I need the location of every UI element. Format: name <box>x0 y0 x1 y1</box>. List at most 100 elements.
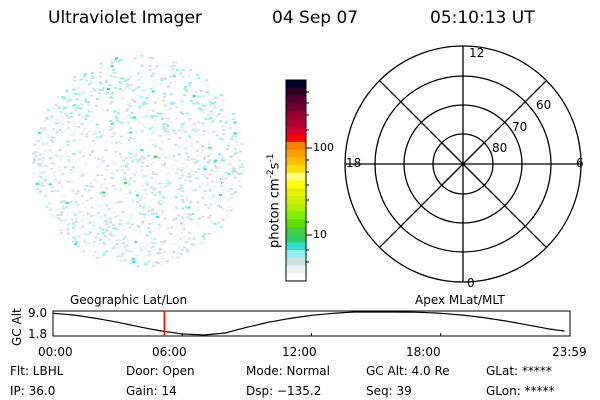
image-pixel <box>163 251 167 254</box>
image-pixel <box>180 123 184 126</box>
image-pixel <box>94 129 98 132</box>
image-pixel <box>201 197 205 200</box>
image-pixel <box>139 204 142 207</box>
image-pixel <box>135 259 138 262</box>
image-pixel <box>85 185 89 187</box>
image-pixel <box>101 232 105 235</box>
image-pixel <box>202 196 205 198</box>
image-pixel <box>48 183 52 186</box>
image-pixel <box>188 175 192 178</box>
image-pixel <box>185 205 189 208</box>
image-pixel <box>140 64 144 67</box>
image-pixel <box>150 74 153 77</box>
image-pixel <box>154 101 157 104</box>
image-pixel <box>202 108 206 111</box>
inner-diagonal <box>441 142 485 186</box>
image-pixel <box>80 133 84 136</box>
image-pixel <box>181 75 185 78</box>
image-pixel <box>161 117 164 120</box>
image-pixel <box>202 130 206 133</box>
image-pixel <box>162 96 166 99</box>
image-pixel <box>89 214 93 217</box>
image-pixel <box>220 138 224 141</box>
image-pixel <box>46 136 50 139</box>
image-pixel <box>206 161 210 164</box>
image-pixel <box>85 199 89 202</box>
image-pixel <box>45 177 49 180</box>
image-pixel <box>48 149 52 152</box>
image-pixel <box>118 223 122 226</box>
image-pixel <box>158 147 162 150</box>
image-pixel <box>160 212 164 215</box>
image-pixel <box>149 186 153 189</box>
image-pixel <box>213 101 217 104</box>
image-pixel <box>215 224 219 227</box>
image-pixel <box>59 219 62 221</box>
image-pixel <box>139 76 143 78</box>
image-pixel <box>162 99 166 102</box>
image-pixel <box>122 89 125 92</box>
image-pixel <box>161 123 165 126</box>
image-pixel <box>126 83 130 86</box>
image-pixel <box>163 130 167 133</box>
image-pixel <box>80 174 84 177</box>
image-pixel <box>78 138 82 141</box>
image-pixel <box>157 156 161 159</box>
image-pixel <box>211 112 215 115</box>
image-pixel <box>93 132 97 135</box>
colorbar-band <box>286 149 306 158</box>
image-pixel <box>134 87 138 90</box>
image-pixel <box>140 129 144 132</box>
image-pixel <box>125 186 129 189</box>
image-pixel <box>231 131 235 134</box>
image-pixel <box>237 180 241 183</box>
image-pixel <box>152 117 156 120</box>
image-pixel <box>201 134 205 137</box>
image-pixel <box>131 158 135 161</box>
image-pixel <box>156 252 160 255</box>
image-pixel <box>72 153 76 156</box>
image-pixel <box>165 173 169 176</box>
lat-60-label: 60 <box>536 98 552 112</box>
image-pixel <box>154 119 158 122</box>
image-pixel <box>178 177 182 180</box>
image-pixel <box>237 173 241 175</box>
image-pixel <box>218 205 222 208</box>
image-pixel <box>180 98 184 101</box>
image-pixel <box>107 225 111 228</box>
image-pixel <box>105 74 109 76</box>
image-pixel <box>109 119 113 122</box>
image-pixel <box>128 156 132 159</box>
image-pixel <box>124 82 127 85</box>
image-pixel <box>52 136 56 139</box>
image-pixel <box>217 152 221 155</box>
image-pixel <box>182 225 186 228</box>
image-pixel <box>153 129 157 132</box>
image-pixel <box>172 243 176 246</box>
image-pixel <box>41 153 45 156</box>
image-pixel <box>129 262 133 265</box>
image-pixel <box>40 136 43 139</box>
image-pixel <box>73 79 77 82</box>
image-pixel <box>112 69 116 71</box>
image-pixel <box>174 234 178 237</box>
image-pixel <box>33 160 37 163</box>
image-pixel <box>133 180 137 183</box>
image-pixel <box>196 201 200 204</box>
image-pixel <box>56 95 60 98</box>
image-pixel <box>165 260 169 263</box>
image-pixel <box>197 168 201 170</box>
image-pixel <box>152 131 156 134</box>
image-pixel <box>95 123 99 126</box>
image-pixel <box>99 81 102 84</box>
image-pixel <box>110 176 114 179</box>
image-pixel <box>151 115 154 118</box>
image-pixel <box>210 197 214 200</box>
image-pixel <box>65 206 69 209</box>
image-pixel <box>81 173 85 176</box>
image-pixel <box>32 172 36 175</box>
image-pixel <box>47 134 51 137</box>
image-pixel <box>141 122 145 125</box>
image-pixel <box>154 143 158 146</box>
image-pixel <box>201 124 205 127</box>
